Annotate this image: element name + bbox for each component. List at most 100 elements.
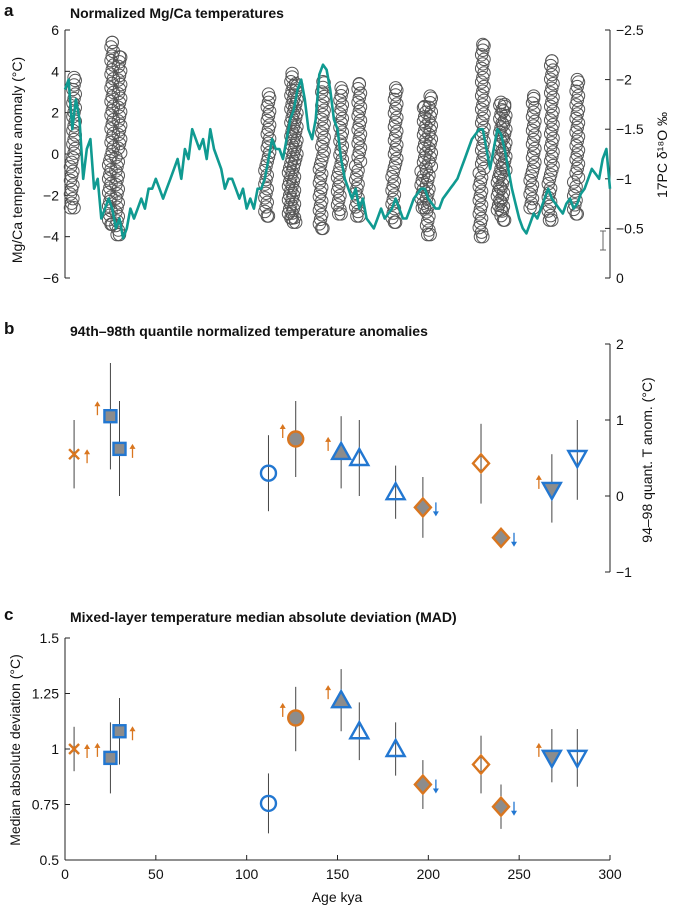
sample-circle	[286, 201, 301, 216]
sample-circle	[474, 170, 489, 185]
sample-circle	[262, 118, 277, 132]
sample-circle	[474, 184, 489, 198]
sample-circle	[282, 202, 297, 216]
sample-circle	[416, 155, 431, 169]
sample-circle	[334, 207, 348, 221]
sample-circle	[316, 135, 330, 149]
sample-circle	[390, 151, 404, 166]
sample-circle	[424, 91, 439, 105]
sample-circle	[110, 173, 124, 187]
data-point-triangle-up	[384, 737, 407, 758]
data-point-square	[103, 409, 118, 424]
sample-circle	[423, 227, 437, 242]
sample-circle	[351, 122, 365, 137]
sample-circle	[388, 215, 403, 229]
sample-circle	[476, 70, 490, 85]
sample-circle	[476, 139, 490, 153]
sample-circle	[112, 109, 127, 124]
sample-circle	[286, 160, 301, 175]
sample-circle	[351, 109, 365, 123]
sample-circle	[473, 189, 488, 203]
sample-circle	[527, 105, 541, 119]
sample-circle	[333, 107, 347, 121]
data-point-circle	[287, 430, 305, 448]
sample-circle	[524, 169, 538, 183]
panel-a-y-ticks: 6 4 2 0 −2 −4 −6	[43, 22, 70, 286]
sample-circle	[496, 104, 511, 118]
sample-circle	[527, 160, 541, 174]
sample-circle	[541, 204, 555, 218]
sample-circle	[497, 113, 512, 127]
arrow-head	[94, 401, 101, 407]
sample-circle	[63, 173, 78, 188]
sample-circle	[351, 150, 365, 164]
sample-circle	[477, 66, 491, 80]
sample-circle	[353, 113, 368, 128]
sample-circle	[63, 201, 78, 215]
sample-circle	[67, 201, 81, 215]
sample-circle	[416, 101, 431, 115]
panel-a: a Normalized Mg/Ca temperatures 6 4 2 0 −2 −4…	[4, 1, 670, 286]
sample-circle	[472, 220, 486, 235]
sample-circle	[312, 176, 327, 190]
sample-circle	[111, 114, 126, 128]
sample-circle	[111, 127, 126, 142]
sample-circle	[569, 166, 583, 180]
sample-circle	[316, 121, 330, 136]
sample-circle	[316, 148, 330, 163]
down-arrow-icon	[432, 502, 439, 517]
sample-circle	[542, 186, 557, 200]
sample-circle	[422, 155, 436, 169]
sample-circle	[64, 169, 79, 183]
arrow-head	[129, 726, 136, 732]
sample-circle	[387, 133, 402, 148]
sample-circle	[415, 173, 429, 188]
sample-circle	[494, 167, 508, 182]
sample-circle	[496, 158, 511, 173]
sample-circle	[474, 225, 489, 239]
sample-circle	[545, 67, 559, 82]
sample-circle	[66, 137, 80, 151]
sample-circle	[313, 158, 328, 172]
sample-circle	[494, 95, 508, 110]
sample-circle	[111, 141, 126, 155]
up-arrow-icon	[94, 742, 101, 757]
sample-circle	[569, 125, 583, 139]
up-arrow-icon	[129, 726, 136, 741]
sample-circle	[543, 127, 558, 141]
sample-circle	[543, 72, 558, 86]
panel-c-x-ticks: 0 50 100 150 200 250 300	[61, 855, 622, 882]
up-arrow-icon	[84, 744, 91, 758]
sample-circle	[387, 120, 402, 134]
sample-circle	[419, 205, 434, 219]
panel-c-xtick-label: 300	[598, 866, 622, 882]
down-arrow-icon	[432, 779, 439, 794]
data-point-triangle-up	[348, 719, 371, 740]
sample-circle	[423, 109, 437, 124]
sample-circle	[525, 164, 540, 179]
sample-circle	[64, 182, 79, 197]
sample-circle	[353, 141, 368, 155]
sample-circle	[285, 124, 299, 139]
panel-a-label: a	[4, 1, 14, 20]
sample-circle	[546, 158, 560, 173]
sample-circle	[68, 141, 82, 156]
sample-circle	[335, 98, 350, 112]
sample-circle	[543, 99, 558, 114]
sample-circle	[313, 171, 328, 186]
data-point-circle	[259, 794, 278, 813]
sample-circle	[315, 126, 329, 140]
sample-circle	[105, 35, 119, 50]
up-arrow-icon	[325, 685, 332, 700]
sample-circle	[545, 95, 559, 109]
sample-circle	[416, 128, 431, 142]
sample-circle	[472, 166, 486, 180]
sample-circle	[316, 221, 330, 236]
sample-circle	[111, 73, 126, 87]
up-arrow-icon	[535, 742, 542, 757]
sample-circle	[67, 132, 81, 147]
sample-circle	[387, 147, 402, 161]
sample-circle	[387, 174, 402, 188]
sample-circle	[570, 72, 584, 87]
panel-a-ytick-label: 6	[51, 22, 59, 38]
